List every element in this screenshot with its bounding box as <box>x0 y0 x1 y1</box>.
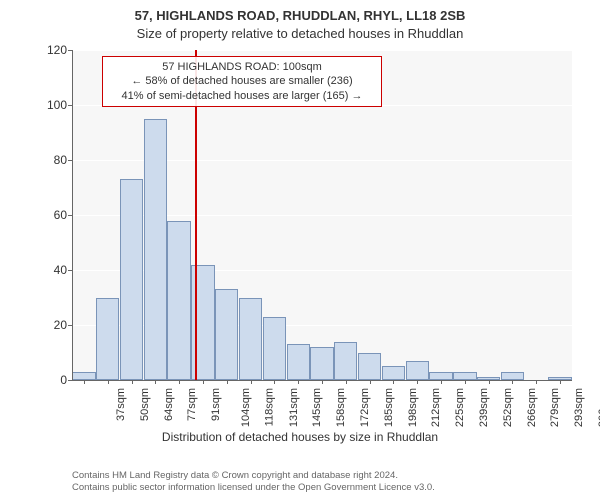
bar <box>429 372 452 380</box>
xtick-label: 37sqm <box>115 388 127 421</box>
ytick-mark <box>68 270 72 271</box>
xtick-label: 104sqm <box>240 388 252 427</box>
xtick-mark <box>179 380 180 384</box>
attribution-line1: Contains HM Land Registry data © Crown c… <box>72 470 435 482</box>
annotation-line2: ← 58% of detached houses are smaller (23… <box>109 74 375 88</box>
bar <box>501 372 524 380</box>
annotation-box: 57 HIGHLANDS ROAD: 100sqm ← 58% of detac… <box>102 56 382 107</box>
xtick-label: 77sqm <box>186 388 198 421</box>
annotation-line3: 41% of semi-detached houses are larger (… <box>109 89 375 103</box>
attribution-line2: Contains public sector information licen… <box>72 482 435 494</box>
plot-area: 57 HIGHLANDS ROAD: 100sqm ← 58% of detac… <box>72 50 572 380</box>
xtick-label: 131sqm <box>288 388 300 427</box>
bar <box>334 342 357 381</box>
bar <box>358 353 381 381</box>
chart-container: 57, HIGHLANDS ROAD, RHUDDLAN, RHYL, LL18… <box>0 0 600 500</box>
xtick-label: 252sqm <box>502 388 514 427</box>
xtick-mark <box>370 380 371 384</box>
bar <box>406 361 429 380</box>
bar <box>120 179 143 380</box>
bar <box>167 221 190 381</box>
xtick-mark <box>155 380 156 384</box>
bar <box>239 298 262 381</box>
xtick-mark <box>227 380 228 384</box>
xtick-mark <box>203 380 204 384</box>
ytick-label: 0 <box>37 373 67 387</box>
xtick-mark <box>441 380 442 384</box>
xtick-mark <box>84 380 85 384</box>
xtick-mark <box>132 380 133 384</box>
bar <box>144 119 167 380</box>
chart-subtitle: Size of property relative to detached ho… <box>0 26 600 41</box>
ytick-label: 100 <box>37 98 67 112</box>
bar <box>72 372 95 380</box>
bar <box>215 289 238 380</box>
y-axis-line <box>72 50 73 380</box>
xtick-label: 225sqm <box>454 388 466 427</box>
bar <box>382 366 405 380</box>
ytick-label: 40 <box>37 263 67 277</box>
xtick-label: 172sqm <box>359 388 371 427</box>
ytick-label: 80 <box>37 153 67 167</box>
xtick-label: 266sqm <box>526 388 538 427</box>
xtick-mark <box>393 380 394 384</box>
xtick-label: 239sqm <box>478 388 490 427</box>
ytick-mark <box>68 105 72 106</box>
ytick-mark <box>68 50 72 51</box>
xtick-mark <box>465 380 466 384</box>
ytick-mark <box>68 325 72 326</box>
xtick-mark <box>536 380 537 384</box>
xtick-mark <box>512 380 513 384</box>
gridline <box>72 50 572 51</box>
bar <box>287 344 310 380</box>
ytick-label: 120 <box>37 43 67 57</box>
xtick-label: 118sqm <box>263 388 275 426</box>
xtick-label: 185sqm <box>383 388 395 427</box>
xtick-label: 212sqm <box>431 388 443 427</box>
ytick-mark <box>68 215 72 216</box>
xtick-label: 50sqm <box>139 388 151 421</box>
chart-title: 57, HIGHLANDS ROAD, RHUDDLAN, RHYL, LL18… <box>0 8 600 23</box>
xtick-mark <box>251 380 252 384</box>
bar <box>453 372 476 380</box>
xtick-mark <box>322 380 323 384</box>
xtick-mark <box>298 380 299 384</box>
xtick-label: 158sqm <box>335 388 347 427</box>
xtick-mark <box>346 380 347 384</box>
x-axis-label: Distribution of detached houses by size … <box>0 430 600 444</box>
xtick-mark <box>417 380 418 384</box>
ytick-label: 60 <box>37 208 67 222</box>
xtick-label: 91sqm <box>210 388 222 421</box>
annotation-line1: 57 HIGHLANDS ROAD: 100sqm <box>109 60 375 74</box>
xtick-mark <box>274 380 275 384</box>
xtick-label: 64sqm <box>163 388 175 421</box>
xtick-label: 279sqm <box>550 388 562 427</box>
xtick-mark <box>560 380 561 384</box>
xtick-mark <box>108 380 109 384</box>
bar <box>310 347 333 380</box>
attribution: Contains HM Land Registry data © Crown c… <box>72 470 435 494</box>
xtick-label: 293sqm <box>573 388 585 427</box>
xtick-label: 198sqm <box>407 388 419 427</box>
ytick-label: 20 <box>37 318 67 332</box>
ytick-mark <box>68 380 72 381</box>
ytick-mark <box>68 160 72 161</box>
xtick-label: 145sqm <box>312 388 324 427</box>
bar <box>96 298 119 381</box>
xtick-mark <box>489 380 490 384</box>
bar <box>263 317 286 380</box>
